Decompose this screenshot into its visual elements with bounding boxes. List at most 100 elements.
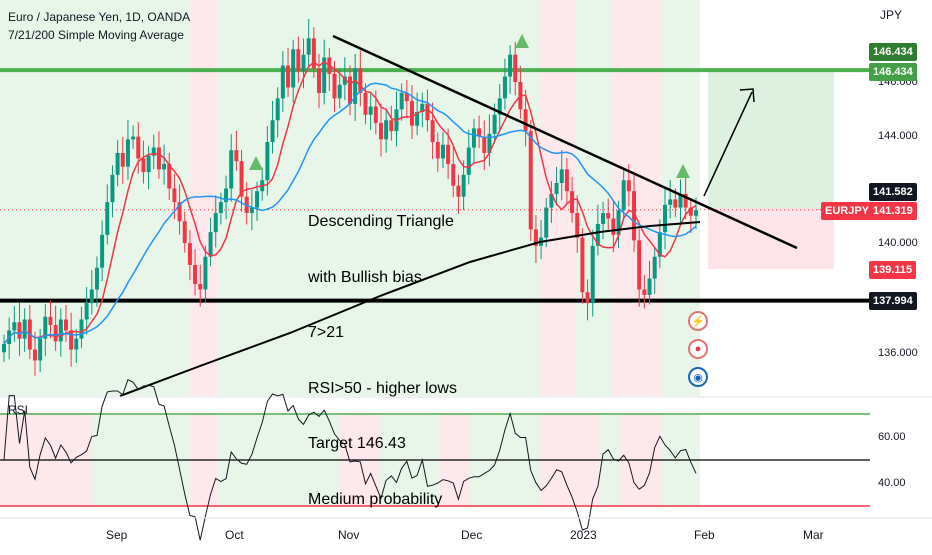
candle-body xyxy=(425,103,430,121)
candle-body xyxy=(373,106,378,123)
candle-body xyxy=(286,65,291,88)
candle-body xyxy=(688,207,693,216)
candle-body xyxy=(575,213,580,238)
candle-body xyxy=(616,210,621,235)
rsi-tick: 60.00 xyxy=(878,431,906,443)
candle-body xyxy=(446,144,451,164)
candle-body xyxy=(172,188,177,203)
candle-body xyxy=(440,144,445,159)
candle-body xyxy=(647,278,652,295)
candle-body xyxy=(32,349,37,361)
rsi-label: RSI xyxy=(8,403,29,417)
candle-body xyxy=(668,199,673,205)
time-tick: Sep xyxy=(106,528,128,542)
last-price-badge: 141.582 xyxy=(869,183,917,201)
chart-title: Euro / Japanese Yen, 1D, OANDA xyxy=(8,10,191,24)
analysis-annotation: Descending Triangle with Bullish bias 7>… xyxy=(308,176,457,528)
candle-body xyxy=(342,76,347,85)
annotation-line: RSI>50 - higher lows xyxy=(308,379,457,397)
layers-icon[interactable]: ◉ xyxy=(688,367,708,387)
trend-zone xyxy=(575,0,612,396)
candle-body xyxy=(43,316,48,339)
annotation-line: Target 146.43 xyxy=(308,435,406,452)
candle-body xyxy=(275,98,280,121)
time-tick: Feb xyxy=(694,528,715,542)
candle-body xyxy=(291,49,296,88)
candle-body xyxy=(353,68,358,104)
candle-body xyxy=(564,169,569,192)
candle-body xyxy=(461,174,466,197)
candle-body xyxy=(151,147,156,156)
candle-body xyxy=(100,234,105,268)
candle-body xyxy=(363,92,368,115)
trend-zone xyxy=(218,0,540,396)
time-tick: Mar xyxy=(803,528,824,542)
candle-body xyxy=(492,114,497,134)
lightning-icon[interactable]: ⚡ xyxy=(688,311,708,331)
annotation-line: Medium probability xyxy=(308,490,443,508)
buy-signal-marker xyxy=(249,156,263,170)
candle-body xyxy=(590,245,595,304)
candle-body xyxy=(317,68,322,93)
buy-signal-marker xyxy=(676,164,690,178)
candle-body xyxy=(384,120,389,140)
candle-body xyxy=(89,289,94,304)
candle-body xyxy=(415,112,420,126)
time-tick: Nov xyxy=(338,528,360,542)
candle-body xyxy=(322,57,327,93)
rsi-line xyxy=(3,379,697,541)
candle-body xyxy=(332,73,337,99)
candle-body xyxy=(203,256,208,290)
candle-body xyxy=(301,54,306,72)
candle-body xyxy=(549,193,554,208)
candle-body xyxy=(477,128,482,137)
candle-body xyxy=(63,319,68,331)
candle-body xyxy=(678,193,683,208)
candle-body xyxy=(637,240,642,290)
candle-body xyxy=(673,199,678,208)
candle-body xyxy=(513,54,518,82)
candle-body xyxy=(239,161,244,197)
candle-body xyxy=(229,150,234,189)
candle-body xyxy=(265,142,270,181)
symbol-badge[interactable]: EURJPY xyxy=(821,202,874,220)
buy-signal-marker xyxy=(515,34,529,48)
projection-arrowhead xyxy=(739,88,755,103)
candle-body xyxy=(399,92,404,110)
candle-body xyxy=(249,207,254,214)
candle-body xyxy=(167,163,172,189)
trend-zone xyxy=(612,0,662,396)
record-icon[interactable]: ● xyxy=(688,339,708,359)
candle-body xyxy=(487,133,492,153)
support-price-badge: 137.994 xyxy=(869,292,917,310)
sma21-line xyxy=(3,82,697,345)
candle-body xyxy=(585,292,590,304)
candle-body xyxy=(404,92,409,102)
candle-body xyxy=(508,54,513,77)
candle-body xyxy=(198,284,203,290)
candle-body xyxy=(528,131,533,230)
candle-body xyxy=(110,174,115,203)
candle-body xyxy=(306,38,311,55)
target-zone xyxy=(708,72,834,208)
candle-body xyxy=(451,163,456,186)
time-tick: Dec xyxy=(461,528,483,542)
candle-body xyxy=(683,193,688,208)
candle-body xyxy=(663,204,668,233)
candle-body xyxy=(601,213,606,224)
annotation-line: 7>21 xyxy=(308,324,345,341)
candle-body xyxy=(694,210,698,216)
trend-zone xyxy=(540,0,575,396)
candle-body xyxy=(456,185,461,197)
candle-body xyxy=(208,232,213,257)
candle-body xyxy=(2,344,6,353)
candle-body xyxy=(270,120,275,143)
descending-trendline xyxy=(332,34,798,250)
candle-body xyxy=(652,256,657,279)
candle-body xyxy=(79,319,84,339)
candle-body xyxy=(502,76,507,99)
candle-body xyxy=(38,338,43,361)
candle-body xyxy=(657,232,662,257)
